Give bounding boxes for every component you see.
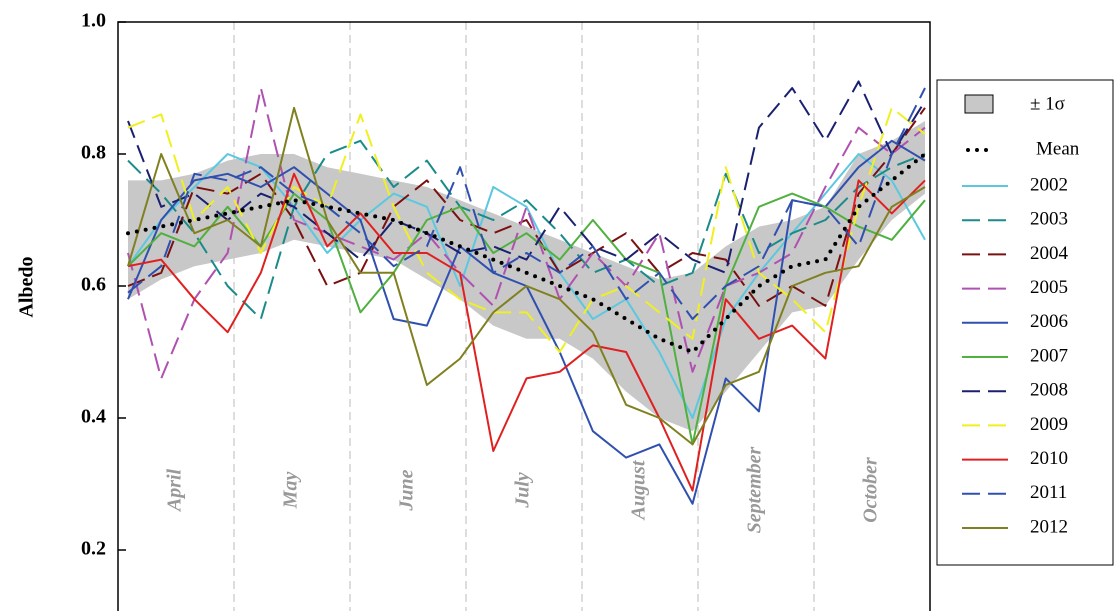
month-label: September (744, 446, 766, 533)
month-label: July (512, 472, 534, 509)
legend-label: 2009 (1030, 414, 1068, 435)
legend-label: 2005 (1030, 277, 1068, 298)
month-label: May (280, 472, 302, 510)
legend-label: 2002 (1030, 174, 1068, 195)
y-tick-label: 0.6 (81, 274, 106, 296)
legend-label: 2004 (1030, 243, 1069, 264)
plot-frame (117, 21, 931, 611)
series-line (127, 106, 926, 353)
y-tick-label: 0.2 (81, 538, 106, 560)
month-label: August (628, 459, 650, 521)
mean-line (126, 152, 927, 354)
series-line (127, 87, 926, 320)
legend-label: Mean (1036, 138, 1080, 159)
y-tick-label: 1.0 (81, 10, 106, 32)
y-tick-label: 0.8 (81, 142, 106, 164)
sigma-band (128, 121, 925, 432)
legend-label: 2011 (1030, 482, 1067, 503)
series-line (127, 106, 926, 446)
legend-label: 2010 (1030, 448, 1068, 469)
month-label: October (860, 457, 882, 523)
legend-label: 2007 (1030, 345, 1068, 366)
legend-label: 2003 (1030, 209, 1068, 230)
month-label: April (164, 468, 186, 513)
y-tick-label: 0.4 (81, 406, 106, 428)
legend-swatch (964, 94, 994, 114)
series-line (127, 172, 926, 492)
series-line (127, 80, 926, 274)
month-label: June (396, 469, 418, 511)
legend-label: 2008 (1030, 380, 1068, 401)
legend-label: 2012 (1030, 516, 1068, 537)
y-axis-label: Albedo (16, 256, 38, 317)
legend-label: 2006 (1030, 311, 1068, 332)
legend-label: ± 1σ (1030, 93, 1065, 114)
series-line (127, 139, 926, 320)
